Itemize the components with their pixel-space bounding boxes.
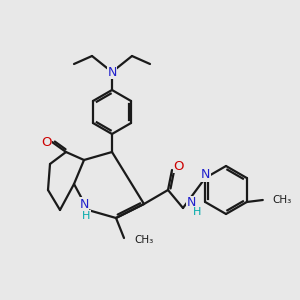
- Text: N: N: [187, 196, 196, 209]
- Text: N: N: [79, 197, 89, 211]
- Text: O: O: [174, 160, 184, 172]
- Text: N: N: [107, 65, 117, 79]
- Text: H: H: [193, 207, 201, 217]
- Text: H: H: [82, 211, 90, 221]
- Text: O: O: [41, 136, 51, 148]
- Text: N: N: [200, 169, 210, 182]
- Text: CH₃: CH₃: [134, 235, 153, 245]
- Text: CH₃: CH₃: [273, 195, 292, 205]
